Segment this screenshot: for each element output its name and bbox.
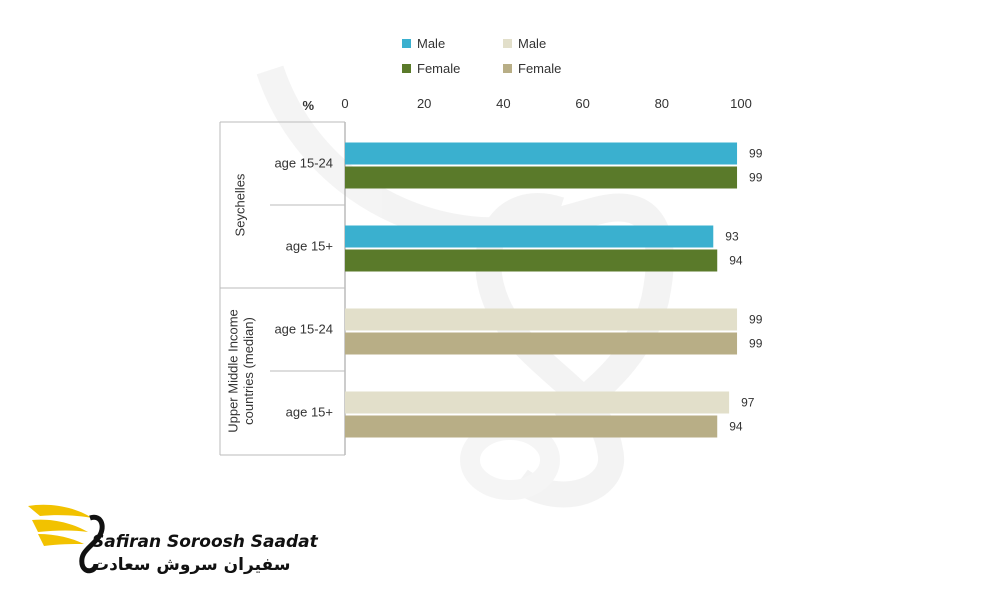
bar-female [345, 249, 718, 272]
data-label-male: 97 [741, 396, 755, 410]
data-label-male: 93 [725, 230, 739, 244]
company-logo [28, 504, 105, 574]
bar-male [345, 391, 730, 414]
axis-unit-label: % [302, 98, 314, 113]
x-tick-label: 80 [655, 96, 669, 111]
bar-female [345, 415, 718, 438]
data-label-male: 99 [749, 147, 763, 161]
group-label-line: countries (median) [241, 317, 256, 425]
legend-label: Female [518, 61, 562, 76]
legend-item-male-2: Male [503, 36, 546, 51]
bars-layer [345, 142, 738, 438]
legend-label: Male [417, 36, 446, 51]
legend-label: Male [518, 36, 547, 51]
legend-swatch [503, 39, 512, 48]
legend-item-female-1: Female [402, 61, 460, 76]
data-label-female: 99 [749, 337, 763, 351]
legend-swatch [402, 64, 411, 73]
group-label-line: Upper Middle Income [225, 309, 240, 433]
row-label: age 15-24 [274, 322, 333, 337]
legend-item-male-1: Male [402, 36, 445, 51]
legend-label: Female [417, 61, 461, 76]
legend-swatch [503, 64, 512, 73]
row-label: age 15-24 [274, 156, 333, 171]
bar-male [345, 142, 738, 165]
row-label: age 15+ [286, 405, 333, 420]
data-label-male: 99 [749, 313, 763, 327]
legend-swatch [402, 39, 411, 48]
x-tick-label: 20 [417, 96, 431, 111]
bar-female [345, 332, 738, 355]
bar-male [345, 308, 738, 331]
x-tick-label: 40 [496, 96, 510, 111]
data-label-female: 94 [729, 254, 743, 268]
x-axis: % 0 20 40 60 80 100 [302, 96, 751, 113]
x-tick-label: 0 [341, 96, 348, 111]
data-label-female: 99 [749, 171, 763, 185]
bar-female [345, 166, 738, 189]
data-label-female: 94 [729, 420, 743, 434]
brand-name-english: Safiran Soroosh Saadat [92, 532, 318, 552]
group-label: Upper Middle Incomecountries (median) [225, 309, 256, 433]
legend-item-female-2: Female [503, 61, 561, 76]
labels-layer: Seychelles age 15-24 99 99 age 15+ 93 94 Upper … [225, 147, 762, 434]
brand-name-persian: سفیران سروش سعادت [92, 555, 291, 575]
x-tick-label: 60 [575, 96, 589, 111]
x-tick-label: 100 [730, 96, 752, 111]
group-label: Seychelles [233, 173, 248, 236]
bar-male [345, 225, 714, 248]
row-label: age 15+ [286, 239, 333, 254]
